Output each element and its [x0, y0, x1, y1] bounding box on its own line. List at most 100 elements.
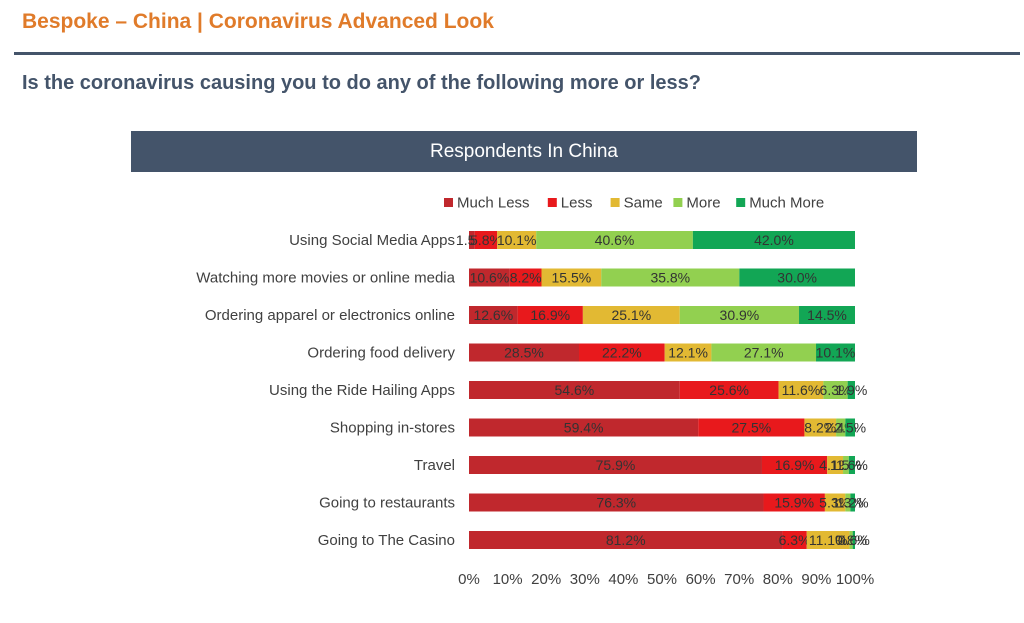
bar-segment	[601, 268, 740, 287]
bar-segment	[761, 456, 828, 474]
bar-segment	[517, 306, 583, 324]
bar-segment	[852, 531, 855, 549]
data-label: 1.2%	[837, 495, 869, 511]
x-tick-label: 90%	[801, 571, 831, 588]
bar-segment	[469, 493, 764, 512]
data-label: 5.8%	[470, 232, 502, 248]
x-tick-label: 70%	[724, 571, 754, 588]
bar-segment	[469, 306, 518, 324]
x-tick-label: 40%	[608, 571, 638, 588]
bar-segment	[850, 493, 855, 512]
bar-segment	[843, 456, 849, 474]
bar-segment	[763, 493, 825, 512]
bar-segment	[827, 456, 844, 474]
category-label: Travel	[414, 457, 455, 474]
category-label: Ordering food delivery	[307, 345, 455, 362]
legend-label: Much More	[749, 195, 824, 212]
bar-segment	[799, 306, 855, 324]
bar-segment	[536, 231, 693, 249]
bar-segment	[698, 418, 805, 437]
category-label: Watching more movies or online media	[196, 270, 455, 287]
bar-segment	[582, 306, 680, 324]
x-tick-label: 0%	[458, 571, 480, 588]
data-label: 35.8%	[650, 270, 690, 286]
data-label: 8.2%	[804, 420, 836, 436]
data-label: 27.1%	[744, 345, 784, 361]
bar-segment	[823, 381, 848, 399]
chart-title: Respondents In China	[131, 131, 917, 172]
legend-swatch	[673, 198, 683, 207]
bar-segment	[848, 456, 855, 474]
data-label: 11.6%	[782, 382, 821, 398]
bar-segment	[509, 268, 542, 287]
legend-swatch	[444, 198, 453, 207]
bar-segment	[711, 343, 817, 362]
data-label: 11.1%	[809, 532, 848, 548]
x-tick-label: 10%	[493, 571, 523, 588]
bar-segment	[845, 418, 855, 437]
data-label: 2.5%	[834, 420, 866, 436]
data-label: 28.5%	[504, 345, 544, 361]
bar-segment	[778, 381, 824, 399]
data-label: 10.6%	[470, 270, 510, 286]
data-label: 10.1%	[497, 232, 537, 248]
legend-label: Much Less	[457, 195, 530, 212]
data-label: 25.1%	[611, 307, 651, 323]
data-label: 30.9%	[720, 307, 760, 323]
data-label: 12.6%	[473, 307, 513, 323]
bar-segment	[804, 418, 837, 437]
data-label: 1.6%	[836, 457, 868, 473]
category-label: Going to The Casino	[318, 532, 455, 549]
data-label: 75.9%	[596, 457, 636, 473]
data-label: 8.2%	[510, 270, 542, 286]
page-title: Bespoke – China | Coronavirus Advanced L…	[22, 10, 494, 33]
bar-segment	[824, 493, 846, 512]
survey-question: Is the coronavirus causing you to do any…	[22, 72, 701, 94]
data-label: 0.8%	[835, 532, 867, 548]
data-label: 14.5%	[807, 307, 847, 323]
bar-segment	[739, 268, 855, 287]
data-label: 6.3%	[820, 382, 852, 398]
header-divider	[14, 52, 1020, 55]
legend-label: More	[686, 195, 720, 212]
x-tick-label: 50%	[647, 571, 677, 588]
data-label: 27.5%	[732, 420, 772, 436]
legend-label: Less	[561, 195, 593, 212]
x-tick-label: 30%	[570, 571, 600, 588]
category-label: Using Social Media Apps	[289, 232, 455, 249]
data-label: 15.9%	[774, 495, 814, 511]
bar-segment	[849, 531, 853, 549]
data-label: 25.6%	[709, 382, 749, 398]
data-label: 1.9%	[835, 382, 867, 398]
data-label: 16.9%	[530, 307, 570, 323]
bar-segment	[679, 381, 779, 399]
data-label: 59.4%	[564, 420, 604, 436]
bar-segment	[579, 343, 665, 362]
legend-swatch	[610, 198, 620, 207]
data-label: 10.1%	[816, 345, 856, 361]
data-label: 12.1%	[668, 345, 708, 361]
bar-segment	[469, 268, 510, 287]
data-label: 6.3%	[779, 532, 811, 548]
legend-label: Same	[624, 195, 663, 212]
bar-segment	[469, 381, 680, 399]
bar-segment	[541, 268, 602, 287]
bar-segment	[497, 231, 537, 249]
category-label: Ordering apparel or electronics online	[205, 307, 455, 324]
bar-segment	[469, 231, 475, 249]
data-label: 5.3%	[819, 495, 851, 511]
bar-segment	[664, 343, 712, 362]
bar-segment	[847, 381, 855, 399]
data-label: 0.6%	[838, 532, 870, 548]
x-tick-label: 20%	[531, 571, 561, 588]
data-label: 1.3%	[832, 495, 864, 511]
data-label: 40.6%	[595, 232, 635, 248]
bar-segment	[816, 343, 855, 362]
data-label: 16.9%	[775, 457, 815, 473]
bar-segment	[692, 231, 855, 249]
x-tick-label: 80%	[763, 571, 793, 588]
category-label: Using the Ride Hailing Apps	[269, 382, 455, 399]
bar-segment	[836, 418, 846, 437]
data-label: 15.5%	[552, 270, 592, 286]
data-label: 42.0%	[754, 232, 794, 248]
